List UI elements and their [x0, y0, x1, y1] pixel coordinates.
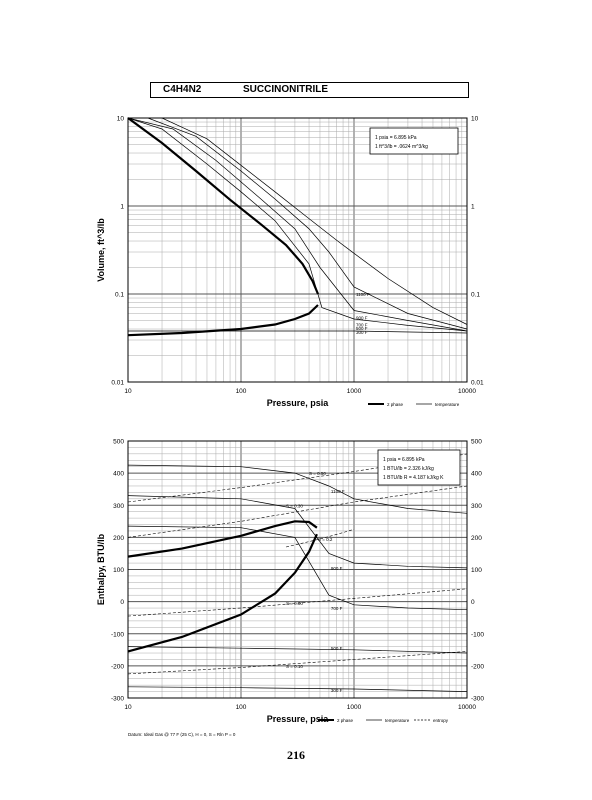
isotherm-label: 900 F: [331, 566, 343, 571]
isotherm-label: 1100 F: [331, 489, 345, 494]
y-tick-label: 500: [113, 439, 124, 446]
y-tick-label: 10: [117, 116, 125, 123]
x-tick-label: 100: [236, 388, 247, 395]
isotherm-label: 1100 F: [356, 292, 370, 297]
chemical-formula: C4H4N2: [163, 84, 202, 95]
y-tick-label-right: -300: [471, 696, 484, 703]
isentrope-line: [127, 588, 468, 617]
chemical-name: SUCCINONITRILE: [243, 84, 328, 95]
y-tick-label: 0.1: [115, 292, 124, 299]
y-tick-label: 0: [120, 599, 124, 606]
isotherm-label: 700 F: [356, 323, 368, 328]
isotherm-line: [127, 464, 468, 514]
legend-label: 2 phase: [387, 402, 404, 407]
plot-frame: [127, 440, 468, 699]
legend-label: temperature: [385, 718, 410, 723]
isentrope-label: S = 0.2: [318, 537, 333, 542]
info-box-line: 1 BTU/lb R = 4.187 kJ/kg K: [383, 475, 444, 481]
saturated-vapor-line: [127, 117, 320, 295]
y-tick-label: 400: [113, 471, 124, 478]
y-tick-label-right: -200: [471, 663, 484, 670]
y-tick-label: 200: [113, 535, 124, 542]
isentrope-line: [285, 529, 355, 548]
isotherm-label: 300 F: [331, 688, 343, 693]
datum-footnote: Datum: Ideal Gas @ 77 F (25 C), H = 0, S…: [128, 732, 236, 737]
info-box: [369, 127, 459, 155]
legend-label: 2 phase: [337, 718, 354, 723]
y-axis-label: Enthalpy, BTU/lb: [96, 533, 106, 605]
isotherm-line: [127, 686, 468, 692]
y-tick-label-right: 0: [471, 599, 475, 606]
y-tick-label-right: 100: [471, 567, 482, 574]
isentrope-label: S = 0.30: [286, 503, 303, 508]
x-tick-label: 1000: [347, 388, 362, 395]
x-axis-label: Pressure, psia: [267, 398, 330, 408]
y-tick-label-right: -100: [471, 631, 484, 638]
isentrope-label: S = 0.10: [286, 664, 303, 669]
x-tick-label: 1000: [347, 704, 362, 711]
y-tick-label-right: 1: [471, 204, 475, 211]
x-tick-label: 10: [124, 388, 132, 395]
y-tick-label-right: 200: [471, 535, 482, 542]
y-tick-label: -300: [111, 696, 124, 703]
isentrope-line: [127, 485, 468, 538]
isotherm-line: [127, 117, 468, 332]
isotherm-line: [128, 117, 468, 325]
y-axis-label: Volume, ft^3/lb: [96, 218, 106, 282]
isotherm-label: 500 F: [331, 646, 343, 651]
info-box-line: 1 ft^3/lb = .0624 m^3/kg: [375, 144, 428, 150]
isotherm-label: 500 F: [356, 326, 368, 331]
saturated-liquid-line: [127, 304, 319, 337]
x-tick-label: 10000: [458, 704, 476, 711]
isotherm-line: [127, 646, 468, 654]
y-tick-label-right: 0.1: [471, 292, 480, 299]
saturated-vapor-line: [127, 520, 318, 558]
isotherm-line: [127, 525, 468, 611]
x-tick-label: 100: [236, 704, 247, 711]
y-tick-label-right: 300: [471, 503, 482, 510]
isentrope-label: S = 0.50: [309, 471, 326, 476]
info-box: [377, 449, 461, 486]
info-box-line: 1 psia = 6.895 kPa: [375, 135, 417, 141]
legend-label: entropy: [433, 718, 449, 723]
y-tick-label: 300: [113, 503, 124, 510]
y-tick-label: -100: [111, 631, 124, 638]
y-tick-label-right: 500: [471, 439, 482, 446]
isotherm-label: 300 F: [356, 330, 368, 335]
y-tick-label: 1: [120, 204, 124, 211]
x-tick-label: 10: [124, 704, 132, 711]
y-tick-label-right: 10: [471, 116, 479, 123]
x-tick-label: 10000: [458, 388, 476, 395]
isentrope-label: S = 0.00: [286, 601, 303, 606]
info-box-line: 1 psia = 6.895 kPa: [383, 457, 425, 463]
plot-frame: [127, 117, 468, 383]
isotherm-label: 700 F: [331, 606, 343, 611]
y-tick-label-right: 0.01: [471, 380, 484, 387]
isotherm-label: 900 F: [356, 316, 368, 321]
isentrope-line: [127, 651, 468, 675]
chart-title-box: C4H4N2 SUCCINONITRILE: [150, 82, 469, 98]
y-tick-label: -200: [111, 663, 124, 670]
x-axis-label: Pressure, psia: [267, 714, 330, 724]
page-number: 216: [287, 748, 305, 762]
saturated-liquid-line: [127, 533, 318, 653]
info-box-line: 1 BTU/lb = 2.326 kJ/kg: [383, 466, 434, 472]
isotherm-line: [127, 117, 468, 332]
isotherm-line: [128, 117, 468, 330]
legend-label: temperature: [435, 402, 460, 407]
y-tick-label-right: 400: [471, 471, 482, 478]
y-tick-label: 100: [113, 567, 124, 574]
isotherm-line: [127, 495, 468, 569]
y-tick-label: 0.01: [111, 380, 124, 387]
